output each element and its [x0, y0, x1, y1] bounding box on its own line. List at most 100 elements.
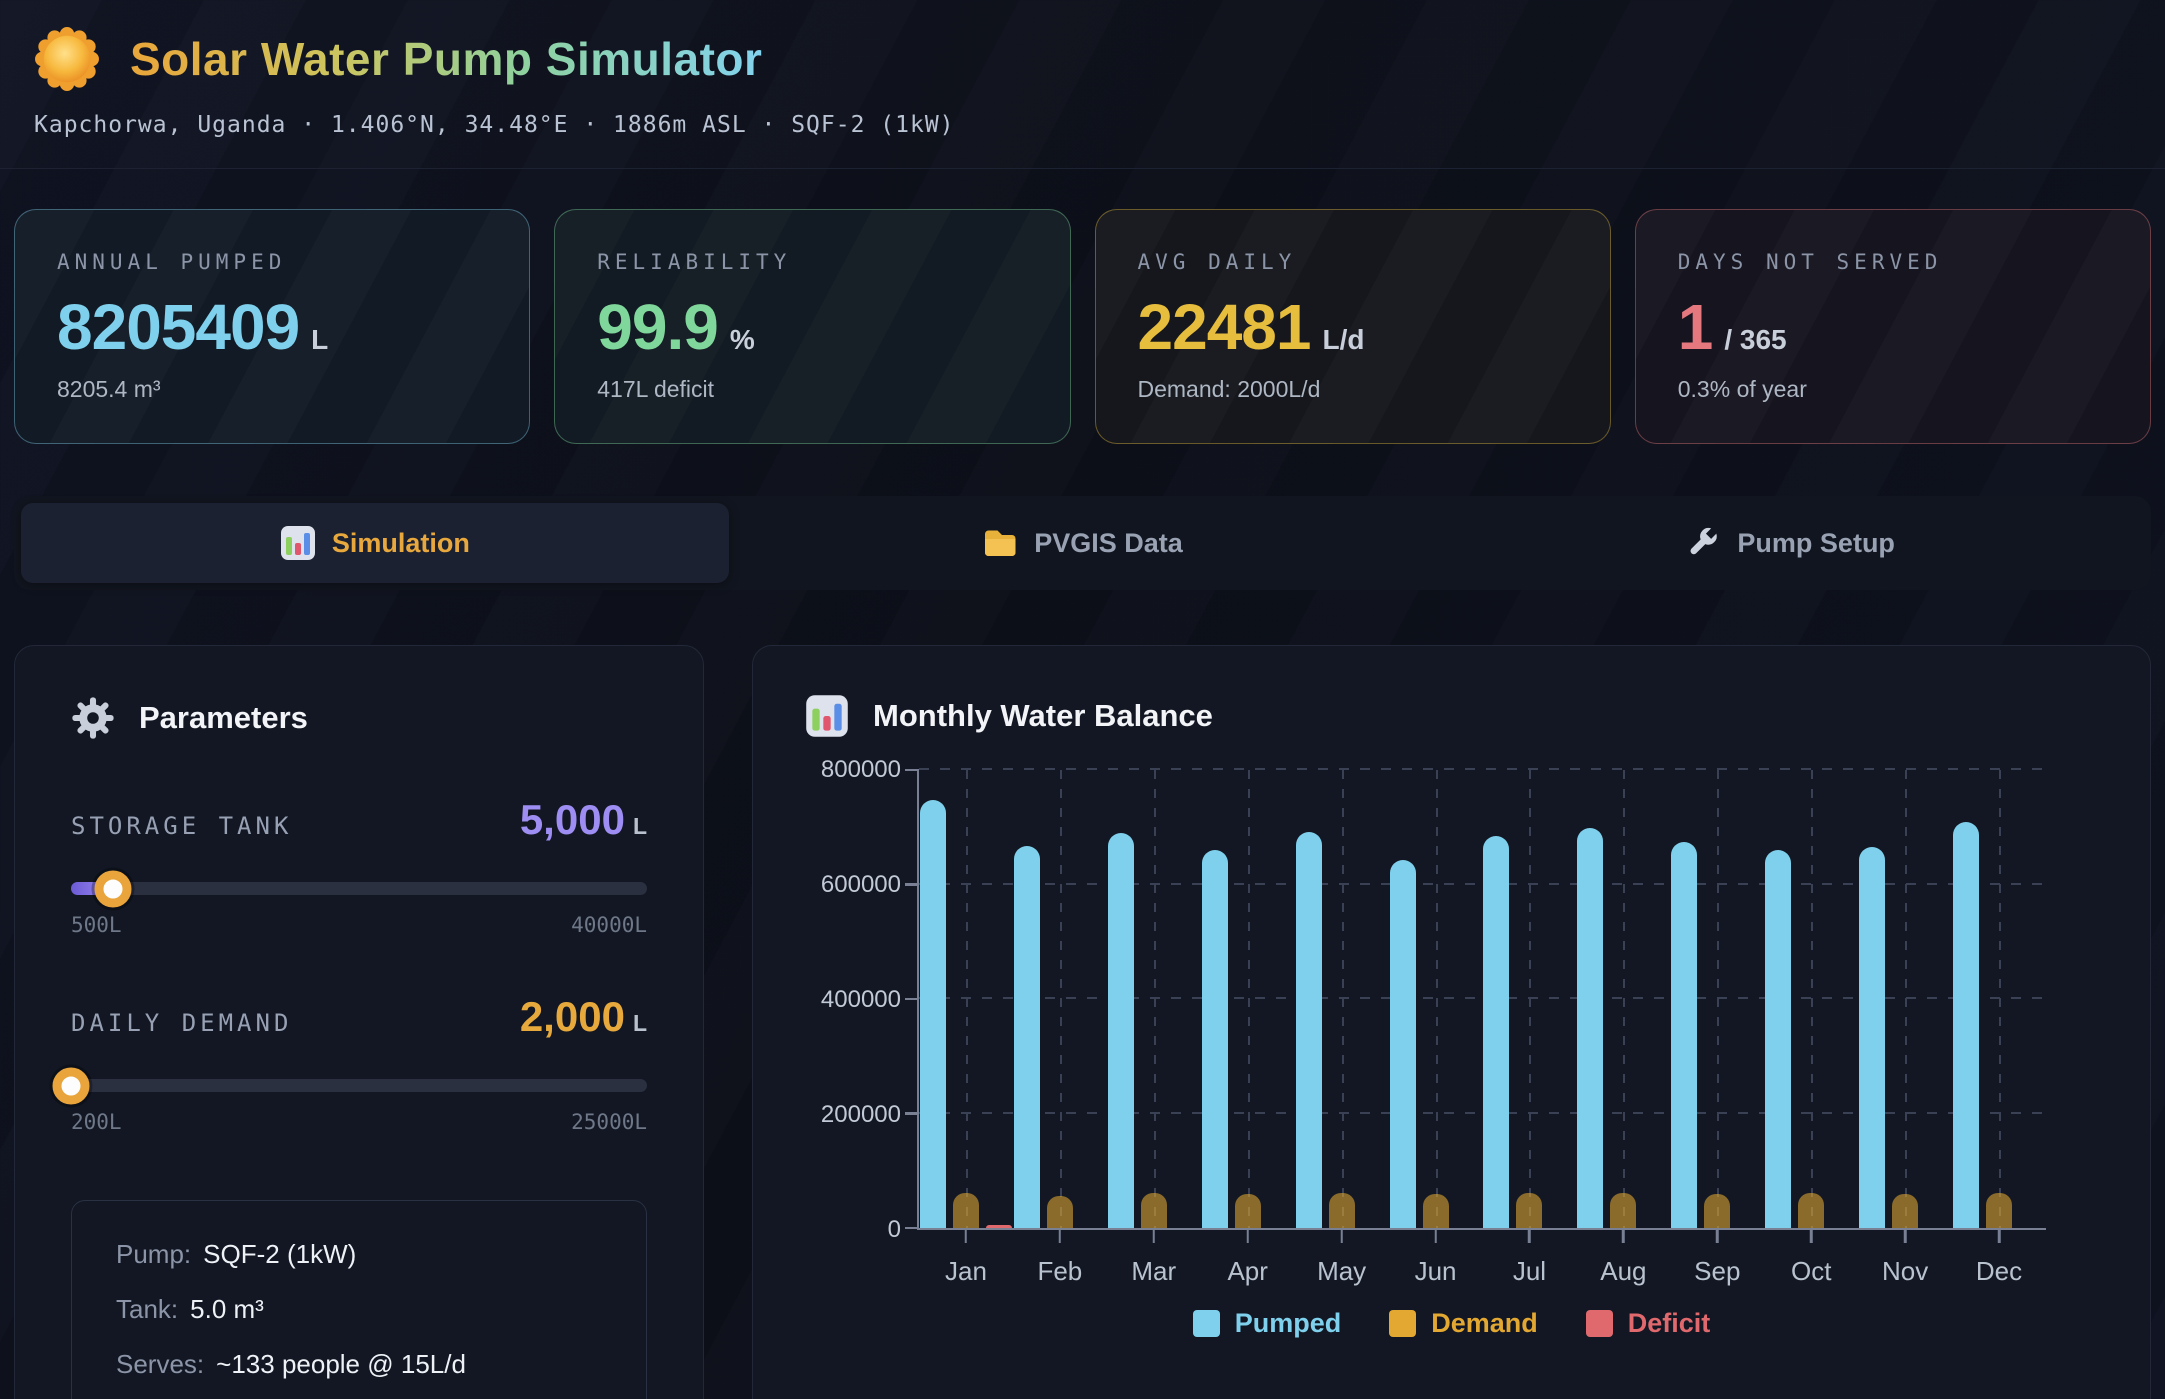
pump-summary-box: Pump: SQF-2 (1kW) Tank: 5.0 m³ Serves: ~…	[71, 1200, 647, 1399]
folder-icon	[982, 525, 1018, 561]
pumped-bar	[1013, 845, 1040, 1228]
x-tick-label: Nov	[1882, 1256, 1929, 1286]
bar-group-dec	[1952, 770, 2046, 1228]
x-tick-label: May	[1317, 1256, 1367, 1286]
tab-pvgis-data[interactable]: PVGIS Data	[729, 503, 1437, 583]
pumped-bar	[1859, 846, 1886, 1228]
stat-label: AVG DAILY	[1137, 250, 1297, 274]
x-tick-label: Sep	[1694, 1256, 1741, 1286]
monthly-chart-plot: Jan Feb Mar Apr May Jun Jul Aug Sep Oct Nov Dec	[905, 768, 2046, 1286]
tab-bar: Simulation PVGIS Data Pump Setup	[14, 496, 2151, 590]
legend-swatch	[1192, 1310, 1220, 1337]
demand-bar	[1234, 1193, 1261, 1228]
stat-subtext: Demand: 2000L/d	[1137, 376, 1321, 402]
stat-card-days-not-served: DAYS NOT SERVED 1 / 365 0.3% of year	[1634, 209, 2151, 444]
y-tick-mark	[905, 1226, 919, 1229]
info-label: Pump:	[116, 1239, 192, 1269]
bar-group-apr	[1201, 770, 1295, 1228]
stat-label: DAYS NOT SERVED	[1677, 250, 1943, 274]
legend-item-demand[interactable]: Demand	[1389, 1308, 1538, 1339]
daily-demand-slider[interactable]	[52, 1067, 647, 1104]
stat-value: 1	[1677, 291, 1714, 363]
stat-card-annual-pumped: ANNUAL PUMPED 8205409 L 8205.4 m³	[14, 209, 531, 444]
pumped-bar	[919, 799, 946, 1228]
param-slider: STORAGE TANK 5,000 L 500L 40000L	[71, 796, 647, 937]
chart-title: Monthly Water Balance	[873, 698, 1213, 733]
pumped-bar	[1953, 821, 1980, 1228]
v-gridline	[1059, 770, 1062, 1228]
x-tick-label: Feb	[1037, 1256, 1083, 1286]
bar-group-jul	[1483, 770, 1577, 1228]
pumped-bar	[1577, 828, 1604, 1228]
tab-simulation[interactable]: Simulation	[21, 503, 729, 583]
x-tick-label: Dec	[1975, 1256, 2023, 1286]
legend-label: Pumped	[1234, 1308, 1342, 1338]
y-tick-label: 400000	[820, 986, 901, 1013]
stat-card-avg-daily: AVG DAILY 22481 L/d Demand: 2000L/d	[1094, 209, 1611, 444]
v-gridline	[1153, 770, 1156, 1228]
stat-unit: / 365	[1724, 324, 1787, 355]
y-axis-labels: 0 200000 400000 600000 800000	[805, 756, 917, 1243]
stat-value: 22481	[1137, 291, 1312, 363]
pumped-bar	[1295, 831, 1322, 1228]
stat-subtext: 8205.4 m³	[57, 376, 161, 402]
v-gridline	[1247, 770, 1250, 1228]
y-tick-label: 0	[887, 1216, 901, 1243]
legend-swatch	[1585, 1310, 1613, 1337]
stat-label: RELIABILITY	[597, 250, 792, 274]
info-label: Tank:	[116, 1294, 179, 1324]
v-gridline	[1905, 770, 1908, 1228]
deficit-bar	[985, 1225, 1012, 1228]
slider-thumb[interactable]	[94, 870, 132, 907]
pumped-bar	[1201, 850, 1228, 1228]
x-tick-label: Jul	[1512, 1256, 1547, 1286]
bar-group-aug	[1576, 770, 1670, 1228]
stat-value: 8205409	[57, 291, 300, 363]
bar-group-oct	[1764, 770, 1858, 1228]
bar-group-mar	[1107, 770, 1201, 1228]
stat-subtext: 0.3% of year	[1677, 376, 1807, 402]
x-tick-label: Jan	[944, 1256, 987, 1286]
demand-bar	[1892, 1193, 1919, 1228]
slider-thumb[interactable]	[52, 1067, 90, 1104]
pumped-bar	[1107, 832, 1134, 1228]
v-gridline	[1623, 770, 1626, 1228]
info-row-pump: Pump: SQF-2 (1kW)	[116, 1239, 602, 1270]
stat-unit: L/d	[1322, 324, 1365, 355]
param-slider: DAILY DEMAND 2,000 L 200L 25000L	[52, 993, 647, 1134]
stat-value: 99.9	[597, 291, 719, 363]
storage-tank-slider[interactable]	[71, 870, 647, 907]
bar-group-feb	[1013, 770, 1107, 1228]
legend-label: Deficit	[1627, 1308, 1711, 1338]
info-row-serves: Serves: ~133 people @ 15L/d	[116, 1349, 602, 1380]
header: Solar Water Pump Simulator Kapchorwa, Ug…	[0, 0, 2165, 169]
y-tick-mark	[905, 883, 919, 886]
bar-group-may	[1295, 770, 1389, 1228]
stat-label: ANNUAL PUMPED	[57, 250, 287, 274]
y-tick-mark	[905, 768, 919, 771]
info-value: 5.0 m³	[190, 1294, 264, 1324]
chart-legend: Pumped Demand Deficit	[805, 1308, 2098, 1339]
legend-item-deficit[interactable]: Deficit	[1585, 1308, 1711, 1339]
info-value: ~133 people @ 15L/d	[216, 1349, 466, 1379]
x-tick-mark	[1246, 1228, 1249, 1243]
stat-card-reliability: RELIABILITY 99.9% 417L deficit	[554, 209, 1071, 444]
tab-label: PVGIS Data	[1034, 527, 1183, 558]
demand-bar	[1986, 1192, 2013, 1228]
x-tick-mark	[1152, 1228, 1156, 1243]
y-tick-mark	[905, 997, 919, 1000]
monthly-water-balance-chart: 0 200000 400000 600000 800000 Jan Feb Mar Apr Ma…	[805, 756, 2098, 1286]
gear-icon	[71, 696, 115, 740]
x-tick-label: Mar	[1131, 1256, 1177, 1286]
x-tick-mark	[1903, 1228, 1907, 1243]
v-gridline	[1811, 770, 1814, 1228]
main-content: Parameters STORAGE TANK 5,000 L 500L 400…	[14, 645, 2151, 1399]
storage-tank-unit: L	[632, 813, 647, 839]
h-gridline	[919, 1111, 2046, 1114]
tab-pump-setup[interactable]: Pump Setup	[1436, 503, 2144, 583]
slider-max-label: 40000L	[571, 913, 647, 937]
pumped-bar	[1483, 836, 1510, 1228]
x-tick-label: Oct	[1790, 1256, 1832, 1286]
parameters-title: Parameters	[139, 700, 308, 735]
legend-item-pumped[interactable]: Pumped	[1192, 1308, 1342, 1339]
